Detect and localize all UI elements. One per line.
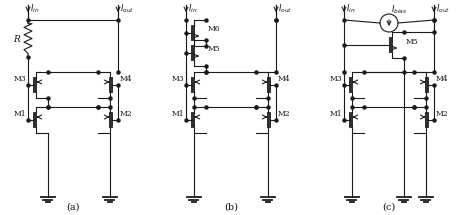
Text: M3: M3 [171,75,184,83]
Text: M3: M3 [329,75,342,83]
Text: M1: M1 [13,110,26,118]
Text: M4: M4 [120,75,133,83]
Text: M6: M6 [208,25,220,33]
Text: $I_{out}$: $I_{out}$ [436,3,450,15]
Text: M1: M1 [172,110,184,118]
Text: $I_{out}$: $I_{out}$ [278,3,292,15]
Text: M2: M2 [436,110,448,118]
Text: $I_{bias}$: $I_{bias}$ [391,4,407,16]
Text: M2: M2 [278,110,291,118]
Text: $I_{in}$: $I_{in}$ [30,3,39,15]
Text: (b): (b) [224,203,238,212]
Text: M5: M5 [208,45,220,53]
Text: M1: M1 [329,110,342,118]
Text: M2: M2 [120,110,133,118]
Text: M4: M4 [436,75,448,83]
Text: $I_{out}$: $I_{out}$ [120,3,134,15]
Text: M5: M5 [406,38,419,46]
Text: (c): (c) [383,203,396,212]
Text: (a): (a) [66,203,80,212]
Text: $I_{in}$: $I_{in}$ [346,3,356,15]
Text: $I_{in}$: $I_{in}$ [188,3,198,15]
Text: M4: M4 [278,75,291,83]
Text: R: R [13,35,20,45]
Text: M3: M3 [13,75,26,83]
